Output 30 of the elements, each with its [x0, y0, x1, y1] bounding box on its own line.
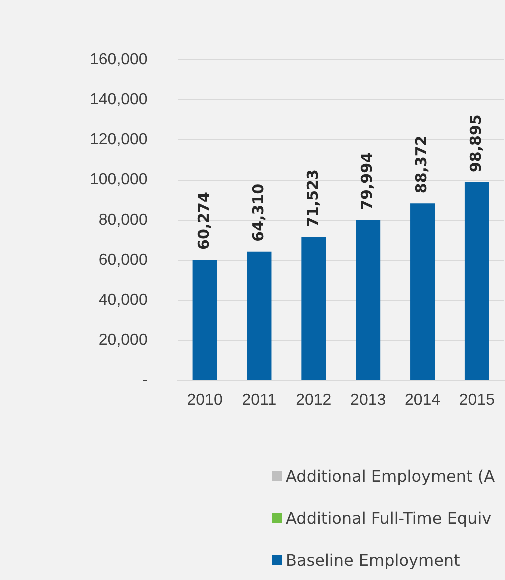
bar	[302, 237, 326, 380]
data-label: 79,994	[358, 152, 376, 210]
x-tick-label: 2015	[459, 392, 496, 409]
data-label: 88,372	[412, 136, 431, 194]
bar	[464, 182, 490, 380]
y-tick-label: 160,000	[90, 51, 148, 68]
data-label: 64,310	[249, 184, 268, 242]
legend-label: Baseline Employment	[286, 550, 460, 570]
x-tick-label: 2014	[404, 392, 441, 409]
bar	[247, 252, 272, 380]
bar	[410, 204, 436, 380]
x-tick-label: 2013	[350, 392, 386, 409]
legend-label: Additional Full-Time Equiv	[286, 508, 492, 528]
y-tick-label: 140,000	[90, 92, 148, 109]
y-tick-label: 40,000	[98, 292, 148, 310]
bar	[192, 260, 218, 380]
bar	[356, 220, 381, 380]
data-label: 71,523	[304, 170, 322, 228]
y-tick-label: 100,000	[90, 172, 148, 189]
data-label: 60,274	[194, 192, 213, 250]
data-label: 98,895	[467, 114, 486, 173]
x-tick-label: 2010	[187, 392, 223, 409]
legend-label: Additional Employment (A	[286, 466, 496, 486]
y-tick-label: 120,000	[90, 132, 148, 149]
y-tick-label: 20,000	[98, 332, 148, 350]
y-tick-label: 60,000	[98, 252, 148, 269]
y-tick-label: -	[142, 372, 148, 390]
x-tick-label: 2011	[242, 392, 277, 409]
x-tick-label: 2012	[296, 392, 332, 409]
y-tick-label: 80,000	[98, 212, 148, 229]
